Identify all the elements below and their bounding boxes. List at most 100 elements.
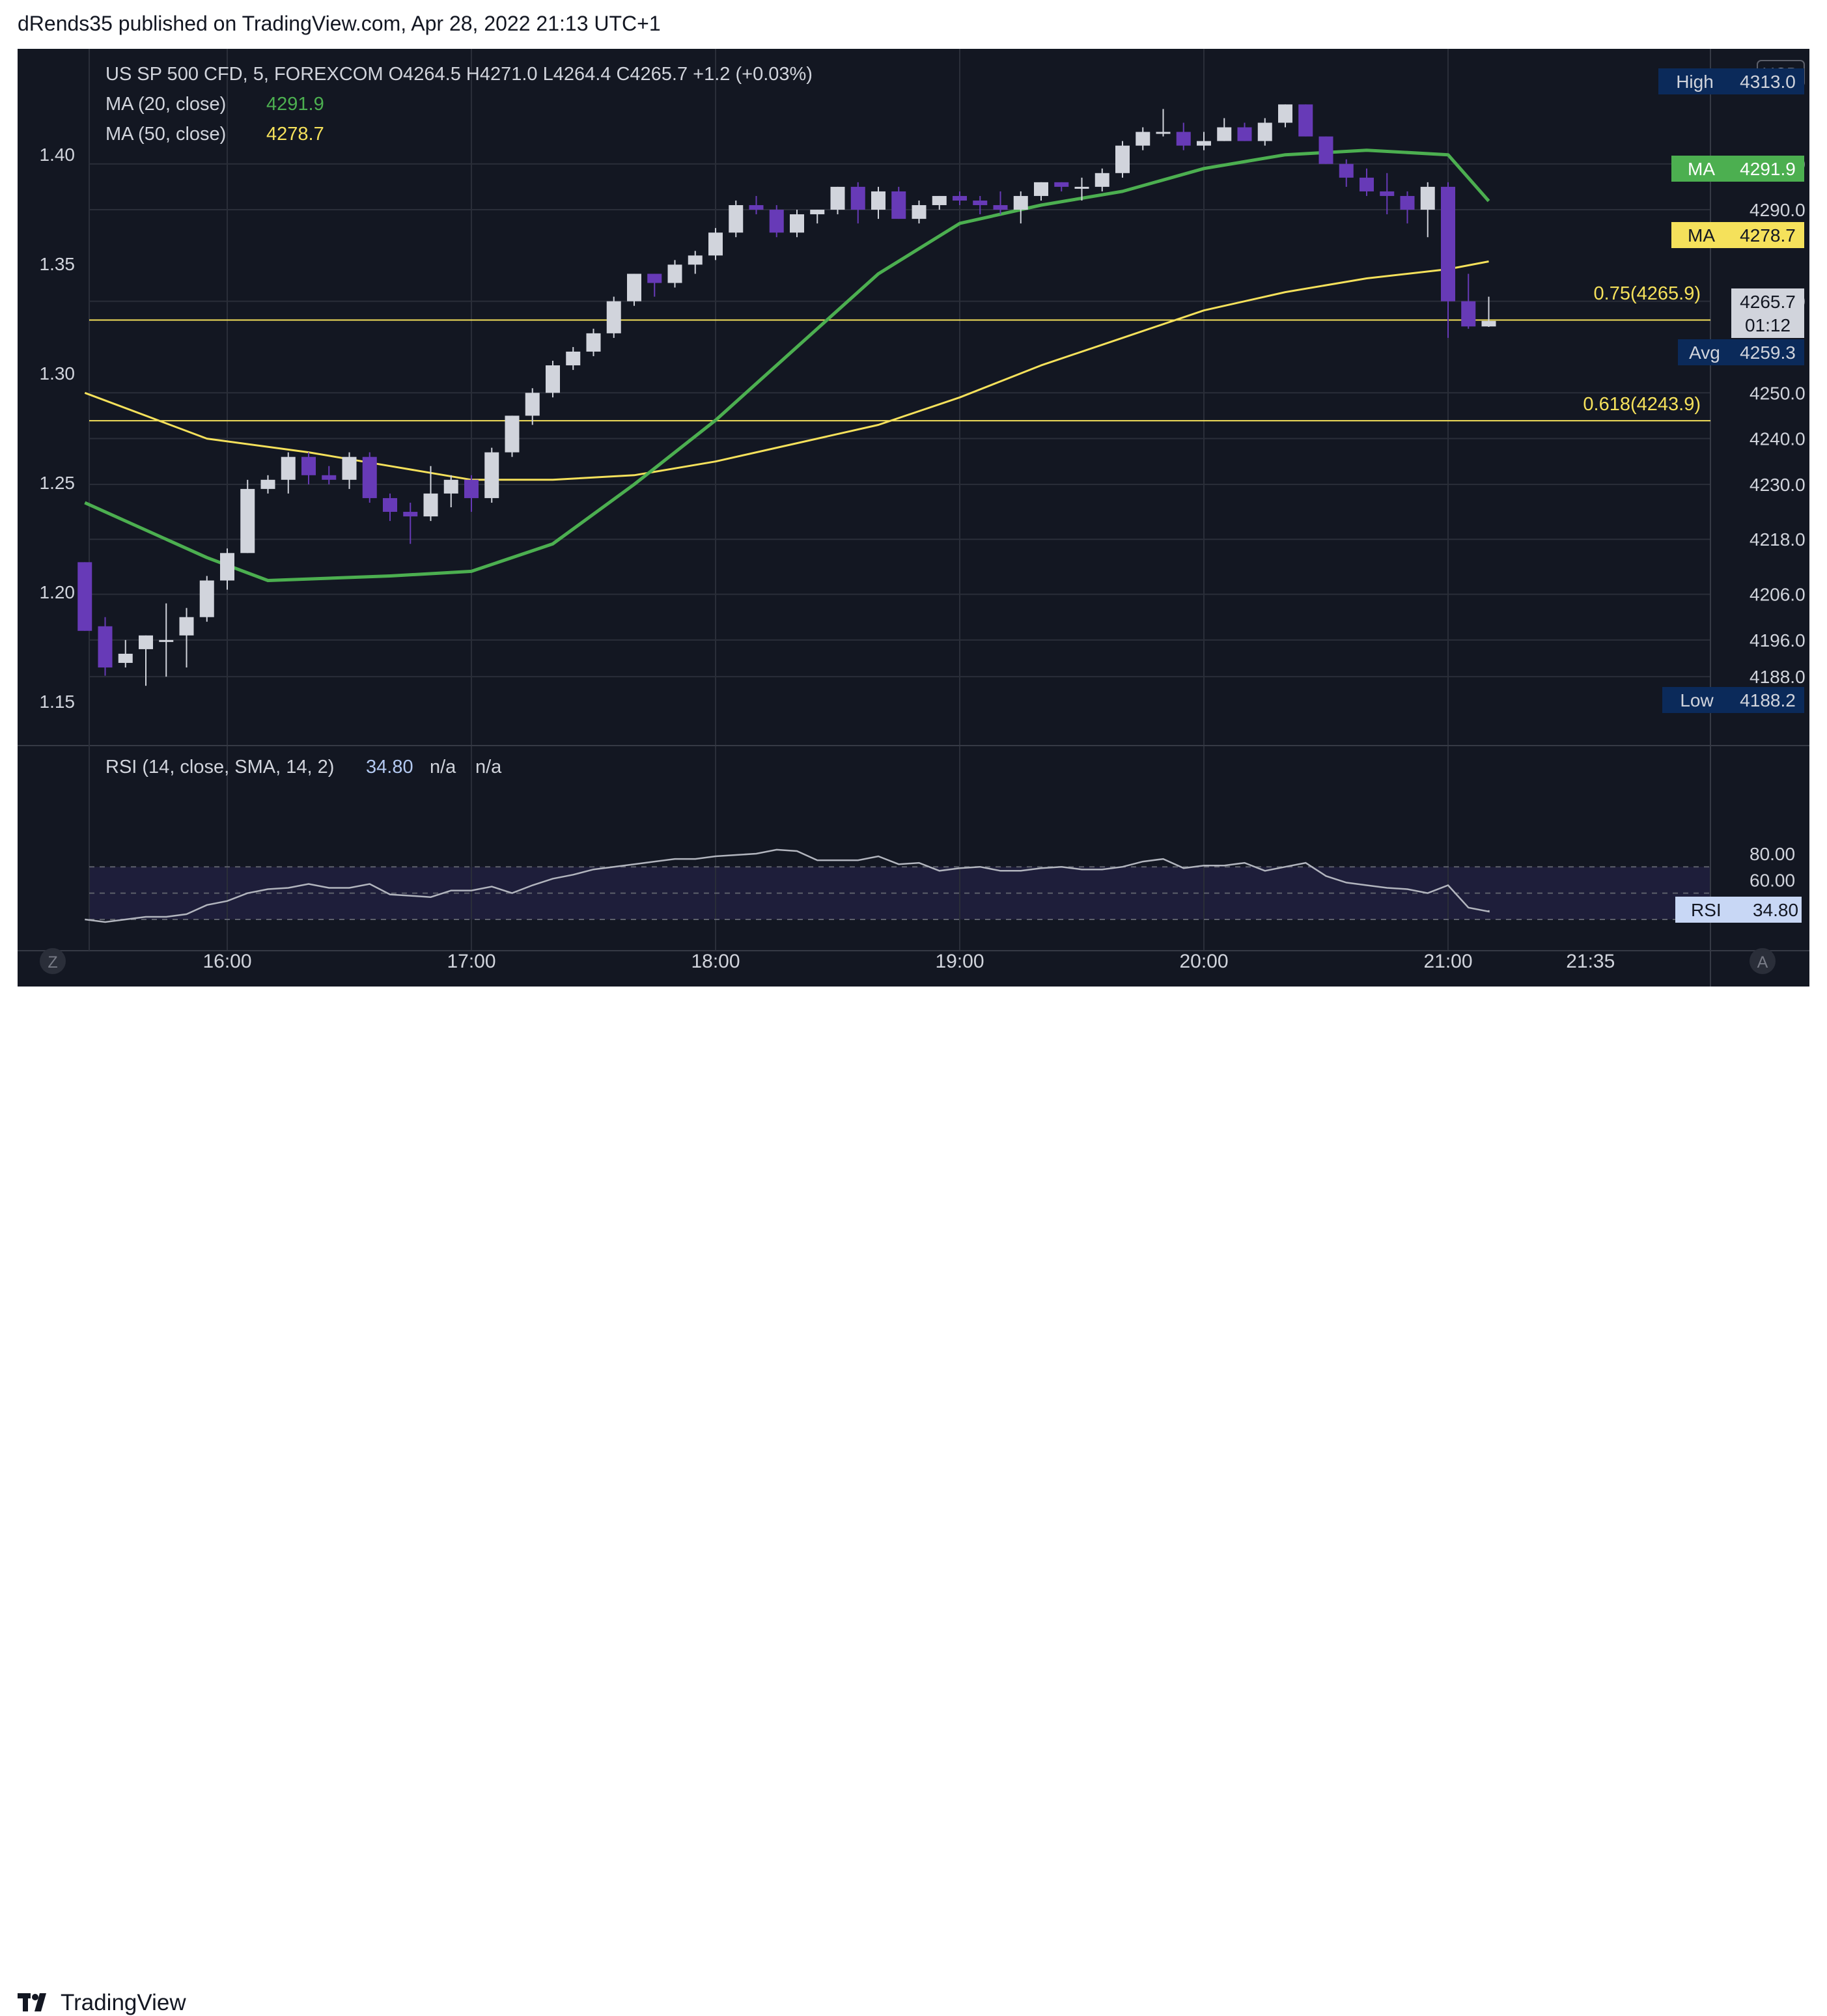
auto-scale-a-button[interactable]: A: [1750, 948, 1776, 974]
candle-40: [891, 186, 906, 219]
candle-body-17: [423, 493, 438, 517]
candle-49: [1074, 177, 1089, 201]
candle-54: [1176, 122, 1191, 150]
candle-62: [1339, 159, 1354, 187]
candle-55: [1197, 132, 1211, 150]
candle-60: [1298, 104, 1313, 137]
candle-body-41: [912, 205, 927, 219]
candle-body-22: [525, 393, 540, 416]
ma20-tag-label: MA: [1688, 159, 1715, 179]
candle-body-24: [566, 351, 581, 366]
candle-50: [1095, 168, 1109, 191]
left-axis-tick-2: 1.30: [40, 363, 76, 384]
candle-body-8: [240, 488, 255, 553]
chart-frame[interactable]: 1.401.351.301.251.201.154300.04290.04270…: [18, 49, 1809, 987]
candle-8: [240, 479, 255, 553]
low-tag-label: Low: [1680, 690, 1714, 710]
tradingview-brand-text: TradingView: [61, 1990, 186, 2015]
candle-46: [1013, 191, 1028, 224]
high-tag-label: High: [1676, 72, 1714, 92]
candle-body-50: [1095, 173, 1109, 187]
candle-body-44: [973, 200, 988, 206]
time-axis-tick-3: 19:00: [935, 951, 984, 972]
candle-body-43: [953, 195, 967, 201]
ma20-legend-label: MA (20, close): [105, 94, 226, 115]
candle-27: [627, 273, 641, 306]
candle-37: [830, 186, 845, 215]
candle-body-54: [1176, 132, 1191, 146]
fib-0.75-label: 0.75(4265.9): [1594, 283, 1701, 304]
candle-16: [403, 502, 418, 544]
chart-canvas[interactable]: 1.401.351.301.251.201.154300.04290.04270…: [18, 49, 1809, 987]
right-axis-tick-3: 4250.0: [1750, 383, 1806, 403]
log-scale-z-button[interactable]: Z: [40, 948, 66, 974]
candle-36: [810, 210, 825, 224]
candle-43: [953, 191, 967, 206]
right-axis-tick-4: 4240.0: [1750, 429, 1806, 449]
candle-body-27: [627, 273, 641, 301]
rsi-band: [89, 867, 1710, 919]
candle-63: [1360, 168, 1374, 196]
candle-body-20: [484, 452, 499, 498]
candle-41: [912, 200, 927, 224]
candle-4: [159, 603, 174, 677]
left-axis-tick-3: 1.25: [40, 473, 76, 493]
candle-body-33: [749, 205, 764, 210]
high-tag-value: 4313.0: [1740, 72, 1796, 92]
chart-background: [18, 49, 1809, 987]
candle-body-35: [790, 214, 804, 233]
candle-body-26: [606, 301, 621, 333]
grid-layer: [18, 49, 1809, 987]
candle-15: [383, 493, 397, 522]
candle-61: [1318, 136, 1333, 164]
last-price-value: 4265.7: [1740, 292, 1796, 312]
rsi-value-tag: RSI 34.80: [1675, 897, 1802, 923]
time-axis-tick-5: 21:00: [1423, 951, 1472, 972]
avg-tag-label: Avg: [1689, 343, 1720, 363]
candle-7: [220, 548, 234, 590]
right-axis-tick-6: 4218.0: [1750, 529, 1806, 550]
tradingview-logo[interactable]: TradingView: [18, 1990, 186, 2015]
ma50-tag-label: MA: [1688, 225, 1715, 245]
symbol-legend: US SP 500 CFD, 5, FOREXCOM O4264.5 H4271…: [105, 64, 813, 85]
rsi-tag-label: RSI: [1691, 900, 1722, 920]
candle-body-39: [871, 191, 886, 210]
candle-body-53: [1156, 132, 1171, 134]
candle-32: [729, 200, 744, 238]
candle-52: [1136, 127, 1151, 150]
candle-39: [871, 186, 886, 219]
rsi-line: [85, 848, 1490, 923]
rsi-axis-tick-1: 60.00: [1750, 870, 1795, 890]
candle-14: [362, 452, 377, 503]
right-axis-tick-5: 4230.0: [1750, 475, 1806, 495]
candle-body-55: [1197, 141, 1211, 146]
candle-34: [769, 205, 784, 238]
candle-body-4: [159, 639, 174, 642]
time-axis-tick-6: 21:35: [1566, 951, 1615, 972]
candle-10: [281, 452, 296, 494]
candle-0: [77, 562, 92, 631]
candle-body-13: [342, 456, 357, 480]
candle-body-6: [199, 580, 214, 617]
candle-body-52: [1136, 132, 1151, 146]
candle-42: [932, 195, 947, 210]
candle-body-10: [281, 456, 296, 480]
candle-body-67: [1441, 186, 1455, 301]
candle-body-69: [1481, 320, 1496, 327]
candle-56: [1217, 118, 1232, 141]
low-tag-value: 4188.2: [1740, 690, 1796, 710]
candle-26: [606, 296, 621, 338]
candle-body-0: [77, 562, 92, 631]
candle-body-38: [850, 186, 865, 210]
candle-59: [1278, 104, 1292, 128]
candle-body-66: [1420, 186, 1435, 210]
candle-44: [973, 195, 988, 215]
time-axis-tick-0: 16:00: [202, 951, 251, 972]
rsi-legend-na-1: n/a: [430, 757, 456, 777]
candle-body-11: [301, 456, 316, 475]
candle-body-1: [98, 626, 113, 668]
candle-19: [464, 475, 479, 512]
ma20-tag-value: 4291.9: [1740, 159, 1796, 179]
candle-body-57: [1237, 127, 1252, 141]
candle-body-37: [830, 186, 845, 210]
